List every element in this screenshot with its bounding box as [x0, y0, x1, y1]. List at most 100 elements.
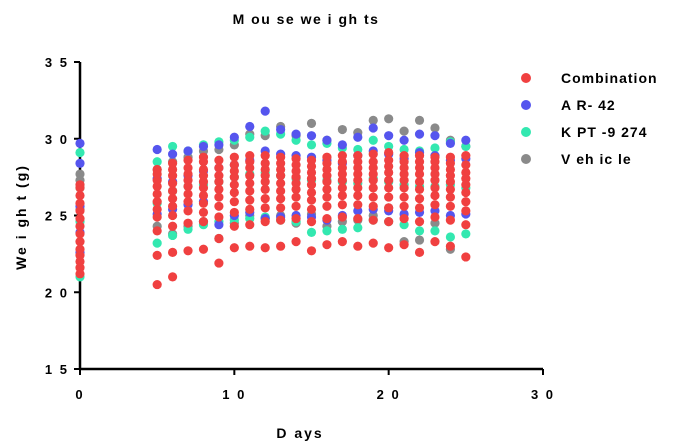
data-point: [214, 212, 224, 222]
data-point: [168, 149, 178, 159]
data-point: [152, 204, 162, 214]
data-point: [245, 204, 255, 214]
data-point: [276, 241, 286, 251]
data-point: [198, 164, 209, 175]
data-point: [260, 151, 270, 161]
data-point: [168, 194, 178, 204]
data-point: [75, 206, 85, 216]
data-point: [306, 195, 317, 205]
data-point: [368, 183, 378, 193]
legend-marker: [521, 127, 531, 137]
x-tick-label: 0: [75, 387, 84, 402]
data-point: [245, 186, 255, 196]
data-point: [337, 124, 347, 135]
data-point: [461, 187, 471, 198]
legend-marker: [521, 100, 531, 110]
data-point: [353, 183, 363, 193]
data-point: [198, 152, 209, 162]
series-2: [75, 126, 471, 282]
data-point: [430, 131, 440, 141]
series-1: [75, 106, 471, 257]
data-point: [214, 170, 224, 181]
data-point: [322, 213, 332, 224]
data-point: [430, 226, 440, 236]
data-point: [384, 175, 394, 185]
data-point: [183, 218, 193, 228]
data-point: [75, 180, 85, 190]
data-point: [368, 135, 378, 145]
data-point: [168, 201, 178, 211]
data-point: [461, 220, 471, 230]
data-point: [245, 178, 255, 188]
data-point: [75, 147, 85, 158]
data-point: [214, 140, 224, 150]
data-point: [368, 192, 378, 202]
data-point: [260, 194, 270, 204]
data-point: [399, 151, 409, 161]
data-point: [260, 243, 270, 253]
legend-marker: [521, 73, 531, 83]
data-point: [445, 152, 455, 162]
data-point: [368, 215, 378, 225]
data-point: [384, 147, 394, 158]
legend: Combination A R- 42 K PT -9 274 V eh ic le: [521, 70, 657, 167]
data-point: [168, 272, 178, 282]
y-axis-label: We i gh t (g): [13, 164, 29, 270]
data-point: [260, 106, 270, 116]
data-point: [214, 155, 224, 165]
data-point: [291, 192, 301, 202]
data-points: [75, 106, 471, 290]
data-point: [384, 131, 394, 141]
data-point: [214, 184, 224, 195]
data-point: [245, 220, 255, 230]
data-point: [322, 240, 332, 250]
data-point: [337, 236, 347, 247]
data-point: [168, 186, 178, 196]
data-point: [260, 217, 270, 227]
data-point: [183, 163, 193, 173]
data-point: [461, 206, 471, 216]
data-point: [322, 226, 332, 236]
data-point: [276, 178, 286, 188]
data-point: [399, 240, 409, 250]
data-point: [461, 229, 471, 239]
data-point: [183, 246, 193, 256]
data-point: [399, 201, 409, 211]
data-point: [353, 132, 363, 142]
x-tick-label: 1 0: [222, 387, 246, 402]
data-point: [168, 141, 178, 152]
data-point: [245, 241, 255, 251]
data-point: [229, 221, 239, 231]
data-point: [445, 215, 455, 225]
data-point: [245, 132, 255, 142]
data-point: [260, 184, 270, 195]
data-point: [399, 135, 409, 145]
data-point: [353, 241, 363, 251]
data-point: [245, 195, 255, 205]
data-point: [229, 132, 239, 142]
data-point: [368, 238, 378, 248]
data-point: [353, 200, 363, 210]
data-point: [229, 243, 239, 253]
data-point: [260, 126, 270, 136]
data-point: [168, 158, 178, 168]
data-point: [198, 207, 209, 218]
data-point: [198, 198, 209, 208]
legend-label: K PT -9 274: [561, 124, 647, 140]
data-point: [322, 135, 332, 145]
data-point: [245, 151, 255, 161]
data-point: [430, 183, 440, 193]
data-point: [214, 201, 224, 211]
data-point: [183, 146, 193, 156]
data-point: [75, 198, 85, 208]
axes: 1 5 2 0 2 5 3 0 3 5 0 1 0 2 0 3 0: [45, 55, 553, 402]
data-point: [75, 229, 85, 239]
data-point: [291, 201, 301, 211]
data-point: [384, 217, 394, 227]
data-point: [306, 204, 317, 214]
data-point: [337, 183, 347, 193]
data-point: [291, 213, 301, 224]
data-point: [322, 152, 332, 162]
data-point: [214, 163, 224, 173]
